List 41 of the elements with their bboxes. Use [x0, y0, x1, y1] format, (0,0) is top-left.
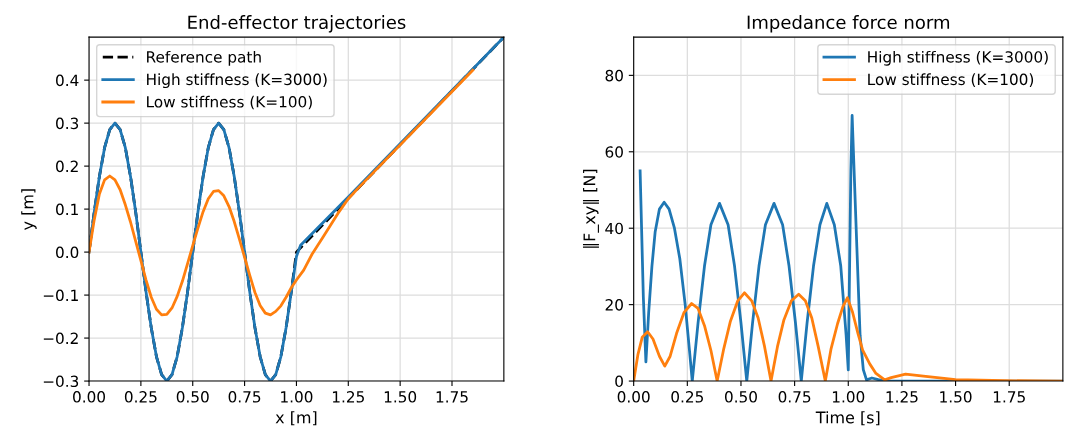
- x-tick-label: 0.00: [617, 391, 650, 403]
- y-tick-label: 0.3: [56, 117, 79, 130]
- y-axis-title: y [m]: [21, 189, 37, 230]
- x-tick-label: 1.75: [436, 391, 468, 403]
- x-axis-title: Time [s]: [815, 411, 880, 426]
- x-tick-label: 0.50: [176, 391, 209, 403]
- legend-label: Low stiffness (K=100): [147, 95, 312, 110]
- chart-title: Impedance force norm: [747, 15, 950, 33]
- y-tick-label: −0.1: [43, 289, 78, 302]
- legend-label: High stiffness (K=3000): [147, 73, 327, 89]
- x-tick-label: 1.25: [886, 391, 918, 403]
- x-tick-label: 0.00: [73, 391, 106, 403]
- y-tick-label: −0.3: [43, 375, 79, 388]
- y-tick-label: 0.1: [56, 203, 78, 216]
- line-series: [89, 68, 475, 317]
- legend-label: High stiffness (K=3000): [868, 50, 1048, 66]
- y-tick-label: 40: [605, 222, 623, 235]
- y-axis-title: ‖F_xy‖ [N]: [582, 169, 599, 248]
- y-tick-label: −0.2: [43, 332, 78, 345]
- x-tick-label: 0.25: [124, 391, 157, 403]
- x-tick-label: 0.50: [724, 391, 757, 403]
- x-tick-label: 1.00: [281, 391, 313, 403]
- x-tick-label: 0.75: [228, 391, 261, 403]
- x-tick-label: 0.75: [778, 391, 811, 403]
- x-tick-label: 1.00: [832, 391, 865, 403]
- x-axis-title: x [m]: [275, 411, 317, 426]
- legend-label: Reference path: [147, 50, 261, 66]
- x-tick-label: 1.25: [332, 391, 364, 403]
- x-tick-label: 1.50: [384, 391, 417, 403]
- x-tick-label: 1.75: [993, 391, 1025, 403]
- y-tick-label: 0.2: [56, 160, 78, 173]
- x-tick-label: 0.25: [671, 391, 703, 403]
- y-tick-label: 20: [605, 299, 623, 311]
- y-tick-label: 0: [615, 375, 623, 388]
- y-tick-label: 0.0: [56, 246, 79, 259]
- y-tick-label: 80: [605, 69, 623, 82]
- chart-title: End-effector trajectories: [188, 15, 406, 33]
- legend-label: Low stiffness (K=100): [868, 73, 1034, 87]
- y-tick-label: 60: [605, 146, 623, 158]
- x-tick-label: 1.50: [940, 391, 972, 403]
- y-tick-label: 0.4: [56, 74, 79, 87]
